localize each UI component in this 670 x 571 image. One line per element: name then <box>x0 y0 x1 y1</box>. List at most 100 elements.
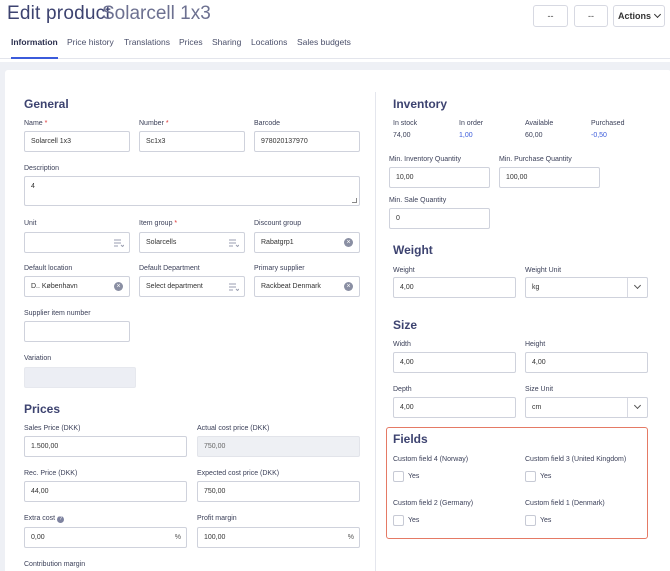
variation-field <box>24 367 136 388</box>
name-label: Name * <box>24 120 47 127</box>
primary-supplier-label: Primary supplier <box>254 265 305 272</box>
actions-button[interactable]: Actions <box>613 5 665 27</box>
custom-field-4-option: Yes <box>408 473 420 480</box>
barcode-input[interactable]: 978020137970 <box>254 131 360 152</box>
min-inventory-label: Min. Inventory Quantity <box>389 156 461 163</box>
in-stock-label: In stock <box>393 120 418 127</box>
size-unit-value: cm <box>532 404 542 411</box>
tab-sales-budgets[interactable]: Sales budgets <box>297 37 351 47</box>
unit-label: Unit <box>24 220 37 227</box>
available-value: 60,00 <box>525 132 543 139</box>
primary-supplier-select[interactable]: Rackbeat Denmark × <box>254 276 360 297</box>
actual-cost-label: Actual cost price (DKK) <box>197 425 270 432</box>
info-icon[interactable]: ? <box>57 516 65 523</box>
in-order-link[interactable]: 1,00 <box>459 132 473 139</box>
required-mark: * <box>174 220 178 227</box>
tab-price-history[interactable]: Price history <box>67 37 114 47</box>
resize-grip-icon[interactable] <box>352 198 357 203</box>
size-section-title: Size <box>393 318 418 332</box>
tab-sharing[interactable]: Sharing <box>212 37 242 47</box>
weight-input[interactable]: 4,00 <box>393 277 516 298</box>
tab-prices[interactable]: Prices <box>179 37 203 47</box>
contribution-margin-label: Contribution margin <box>24 561 86 568</box>
unit-select[interactable] <box>24 232 130 253</box>
min-inventory-input[interactable]: 10,00 <box>389 167 490 188</box>
name-input[interactable]: Solarcell 1x3 <box>24 131 130 152</box>
chevron-down-icon <box>653 10 662 19</box>
depth-label: Depth <box>393 386 412 393</box>
discount-group-select[interactable]: Rabatgrp1 × <box>254 232 360 253</box>
purchased-link[interactable]: -0,50 <box>591 132 607 139</box>
header-button-1[interactable]: -- <box>533 5 568 27</box>
prices-section-title: Prices <box>24 402 61 416</box>
profit-margin-label: Profit margin <box>197 515 237 522</box>
default-department-label: Default Department <box>139 265 200 272</box>
header-button-2-label: -- <box>588 11 594 21</box>
extra-cost-input[interactable]: 0,00% <box>24 527 187 548</box>
fields-section-title: Fields <box>393 432 428 446</box>
discount-group-value: Rabatgrp1 <box>261 239 294 246</box>
tab-bar: Information Price history Translations P… <box>0 33 670 59</box>
percent-suffix: % <box>347 534 354 541</box>
description-textarea[interactable]: 4 <box>24 176 360 206</box>
size-unit-label: Size Unit <box>525 386 554 393</box>
required-mark: * <box>165 120 169 127</box>
custom-field-1-option: Yes <box>540 517 552 524</box>
supplier-item-number-label: Supplier item number <box>24 310 91 317</box>
custom-field-2-checkbox[interactable] <box>393 515 404 526</box>
header-button-2[interactable]: -- <box>574 5 608 27</box>
default-department-select[interactable]: Select department <box>139 276 245 297</box>
name-label-text: Name <box>24 120 43 127</box>
primary-supplier-value: Rackbeat Denmark <box>261 283 321 290</box>
profit-margin-input[interactable]: 100,00% <box>197 527 360 548</box>
supplier-item-number-input[interactable] <box>24 321 130 342</box>
depth-input[interactable]: 4,00 <box>393 397 516 418</box>
size-unit-select[interactable]: cm <box>525 397 648 418</box>
custom-field-3-checkbox[interactable] <box>525 471 536 482</box>
min-purchase-label: Min. Purchase Quantity <box>499 156 572 163</box>
min-sale-input[interactable]: 0 <box>389 208 490 229</box>
purchased-label: Purchased <box>591 120 625 127</box>
custom-field-3-option: Yes <box>540 473 552 480</box>
expected-cost-input[interactable]: 750,00 <box>197 481 360 502</box>
chevron-down-icon <box>627 278 647 297</box>
custom-field-3-label: Custom field 3 (United Kingdom) <box>525 456 627 463</box>
custom-field-4-checkbox[interactable] <box>393 471 404 482</box>
tab-information[interactable]: Information <box>11 37 58 59</box>
available-label: Available <box>525 120 554 127</box>
height-label: Height <box>525 341 546 348</box>
item-group-label-text: Item group <box>139 220 173 227</box>
weight-unit-select[interactable]: kg <box>525 277 648 298</box>
width-input[interactable]: 4,00 <box>393 352 516 373</box>
default-location-select[interactable]: D.. København × <box>24 276 130 297</box>
clear-icon[interactable]: × <box>114 282 123 291</box>
weight-label: Weight <box>393 267 415 274</box>
inventory-section-title: Inventory <box>393 97 448 111</box>
sales-price-input[interactable]: 1.500,00 <box>24 436 187 457</box>
number-input[interactable]: Sc1x3 <box>139 131 245 152</box>
weight-unit-value: kg <box>532 284 540 291</box>
clear-icon[interactable]: × <box>344 238 353 247</box>
min-purchase-input[interactable]: 100,00 <box>499 167 600 188</box>
expected-cost-label: Expected cost price (DKK) <box>197 470 280 477</box>
weight-section-title: Weight <box>393 243 433 257</box>
required-mark: * <box>44 120 48 127</box>
clear-icon[interactable]: × <box>344 282 353 291</box>
rec-price-input[interactable]: 44,00 <box>24 481 187 502</box>
variation-label: Variation <box>24 355 52 362</box>
list-select-icon <box>229 283 239 291</box>
min-sale-label: Min. Sale Quantity <box>389 197 447 204</box>
custom-field-2-option: Yes <box>408 517 420 524</box>
percent-suffix: % <box>174 534 181 541</box>
list-select-icon <box>114 239 124 247</box>
item-group-label: Item group * <box>139 220 177 227</box>
tab-locations[interactable]: Locations <box>251 37 288 47</box>
product-name-title: Solarcell 1x3 <box>102 3 211 24</box>
in-order-label: In order <box>459 120 484 127</box>
item-group-select[interactable]: Solarcells <box>139 232 245 253</box>
tab-translations[interactable]: Translations <box>124 37 170 47</box>
default-location-value: D.. København <box>31 283 78 290</box>
general-section-title: General <box>24 97 69 111</box>
custom-field-1-checkbox[interactable] <box>525 515 536 526</box>
height-input[interactable]: 4,00 <box>525 352 648 373</box>
